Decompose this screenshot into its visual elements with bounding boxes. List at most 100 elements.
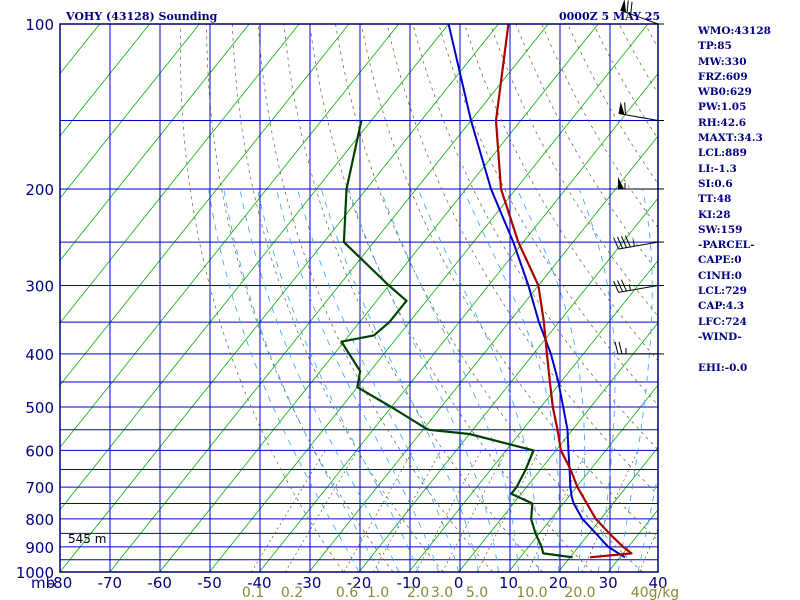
temperature-tick-label: -50 [197,574,222,592]
wind-barb-flag [613,237,620,250]
wind-barb [613,279,664,293]
isotherm-line [209,24,649,572]
chart-timestamp: 0000Z 5 MAY 25 [559,10,661,23]
moist-adiabat [257,188,420,572]
wind-barb [613,235,664,250]
mixing-ratio-label: 3.0 [431,585,453,600]
temperature-tick-label: -70 [98,574,123,592]
moist-adiabat [276,188,440,572]
temperature-tick-label: -80 [48,574,73,592]
isotherm-line [60,24,350,386]
dry-adiabat [412,24,658,451]
dewpoint-curve [340,120,573,559]
mixing-ratio-line [251,450,326,572]
stat-line: LI:-1.3 [698,162,737,175]
moist-adiabat [617,188,653,572]
wind-barb-flag [624,102,627,115]
temperature-tick-label: -10 [397,574,422,592]
stat-line: WMO:43128 [698,25,771,37]
mixing-ratio-label: 0.6 [336,585,358,600]
pressure-tick-label: 200 [25,181,54,199]
temperature-tick-label: 10 [499,574,518,592]
dry-adiabat [464,24,658,361]
wind-barb-flag [614,341,619,355]
stat-line: MAXT:34.3 [698,132,763,145]
stat-line: RH:42.6 [698,116,747,129]
pressure-tick-label: 1000 [16,564,54,582]
stat-line: SI:0.6 [698,177,733,190]
stat-line: EHI:-0.0 [698,361,748,374]
moist-adiabat [208,188,360,572]
temperature-curve [494,24,633,559]
wind-barb-flag [617,236,624,249]
moist-adiabat [223,188,380,572]
x-axis-unit-label: mb [31,574,55,592]
stat-line: WB0:629 [698,86,752,99]
mixing-ratio-line [284,450,358,572]
stat-line: -PARCEL- [698,239,755,252]
wind-barb-half-flag [632,240,635,247]
mixing-ratio-label: 20.0 [564,585,595,600]
stat-line: TT:48 [698,193,732,206]
temperature-tick-label: -40 [247,574,272,592]
pressure-tick-label: 600 [25,442,54,460]
wind-barb-flag [618,341,623,355]
pressure-tick-label: 400 [25,346,54,364]
pressure-tick-label: 800 [25,511,54,529]
temperature-tick-label: 20 [549,574,568,592]
mixing-ratio-label: 0.1 [242,585,264,600]
parcel-curve [447,24,626,559]
mixing-ratio-line [372,450,442,572]
stat-line: MW:330 [698,55,747,68]
wind-barb [620,0,664,25]
isotherm-line [60,24,300,324]
grid-layer [60,24,658,572]
moist-adiabat [578,188,616,572]
mixing-ratio-label: 0.2 [281,585,303,600]
isotherm-line [159,24,599,572]
wind-barb-pennant [618,176,624,189]
isotherm-line [60,24,449,511]
wind-barbs [613,0,664,355]
pressure-tick-label: 300 [25,277,54,295]
temperature-tick-label: 30 [599,574,618,592]
mixing-ratio-label: 10.0 [516,585,547,600]
wind-barb-flag [620,236,627,248]
temperature-tick-label: 40 [648,574,667,592]
wind-barb [614,341,664,355]
stat-line: CINH:0 [698,269,742,282]
moist-adiabat [380,188,519,572]
mixing-ratio-line [343,450,414,572]
isotherm-line [109,24,549,572]
wind-barb-flag [613,280,620,293]
moist-adiabat [462,188,560,572]
chart-title: VOHY (43128) Sounding [66,10,218,23]
isotherm-line [408,259,658,572]
pressure-tick-label: 700 [25,479,54,497]
mixing-ratio-label: 5.0 [466,585,488,600]
wind-barb [618,176,664,190]
mixing-ratio-label: 1.0 [367,585,389,600]
moist-adiabat [417,188,539,572]
stats-panel: WMO:43128 TP:85 MW:330 FRZ:609 WB0:629 PW:1.0… [698,24,798,376]
series-layer [340,24,633,559]
plot-frame [59,23,659,573]
wind-barb-flag [626,0,629,13]
wind-barb-flag [617,280,624,292]
wind-barb-flag [620,279,627,292]
wind-barb-staff [618,284,659,293]
wind-barb-pennant [620,0,627,13]
stat-line: FRZ:609 [698,70,748,83]
stat-line: LFC:724 [698,315,747,328]
stat-line: TP:85 [698,40,732,53]
isotherm-line [308,135,658,572]
isotherm-line [558,446,658,572]
isotherm-line [60,24,499,572]
plot-background [60,24,658,572]
stat-line [698,345,798,360]
dry-adiabat [386,24,658,496]
temperature-tick-label: -30 [297,574,322,592]
